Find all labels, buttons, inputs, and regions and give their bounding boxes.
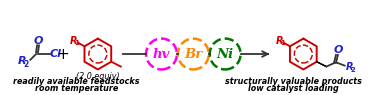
Text: R: R <box>70 36 77 46</box>
Text: R: R <box>17 56 26 66</box>
Text: Br: Br <box>184 48 203 61</box>
Text: O: O <box>333 45 342 55</box>
Text: low catalyst loading: low catalyst loading <box>248 84 339 93</box>
Text: R: R <box>276 36 283 46</box>
Text: hv: hv <box>153 48 170 61</box>
Text: (2.0 equiv): (2.0 equiv) <box>76 72 120 81</box>
Text: room temperature: room temperature <box>35 84 118 93</box>
Text: 1: 1 <box>280 40 285 46</box>
Text: 2: 2 <box>351 67 356 73</box>
Text: 2: 2 <box>24 60 29 69</box>
Text: readily available feedstocks: readily available feedstocks <box>13 78 140 87</box>
Text: structurally valuable products: structurally valuable products <box>225 78 362 87</box>
Text: +: + <box>57 47 70 62</box>
Text: Cl: Cl <box>50 49 61 59</box>
Text: O: O <box>33 36 43 46</box>
Text: Ni: Ni <box>217 48 234 61</box>
Text: 1: 1 <box>74 40 79 46</box>
Text: R: R <box>346 62 353 72</box>
